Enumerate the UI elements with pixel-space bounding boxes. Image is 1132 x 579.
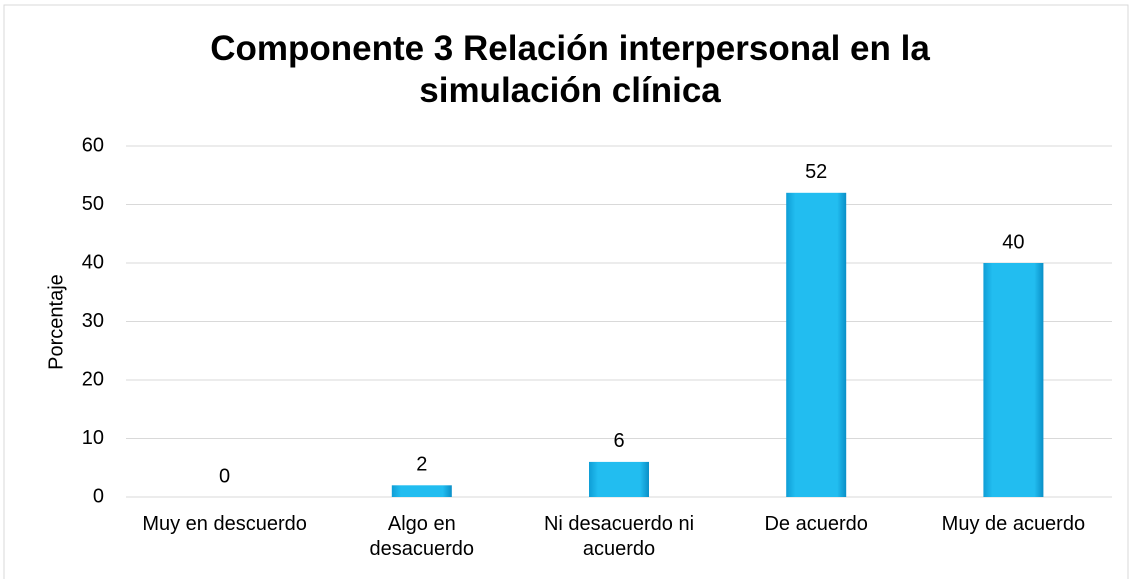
x-tick-label: De acuerdo	[764, 513, 868, 535]
x-tick-label: Ni desacuerdo ni acuerdo	[543, 513, 695, 560]
bar	[391, 485, 452, 497]
chart-border	[3, 4, 1129, 579]
bar	[589, 461, 649, 497]
y-tick-label: 10	[82, 427, 104, 449]
y-axis-label: Porcentaje	[45, 274, 67, 370]
y-tick-label: 20	[82, 368, 104, 390]
bar	[786, 192, 847, 498]
y-tick-label: 0	[93, 485, 104, 507]
x-tick-label: Algo en desacuerdo	[369, 513, 475, 560]
chart-title: Componente 3 Relación interpersonal en l…	[210, 29, 930, 110]
bar	[983, 263, 1044, 497]
data-label: 0	[219, 465, 230, 487]
y-tick-label: 50	[82, 193, 104, 215]
data-label: 40	[1002, 231, 1024, 253]
data-label: 52	[805, 161, 827, 183]
y-tick-label: 30	[82, 310, 104, 332]
data-label: 6	[613, 430, 624, 452]
y-tick-label: 60	[82, 134, 104, 156]
x-tick-label: Muy en descuerdo	[142, 513, 307, 535]
data-label: 2	[416, 454, 427, 476]
y-tick-label: 40	[82, 251, 104, 273]
x-tick-label: Muy de acuerdo	[941, 513, 1086, 535]
